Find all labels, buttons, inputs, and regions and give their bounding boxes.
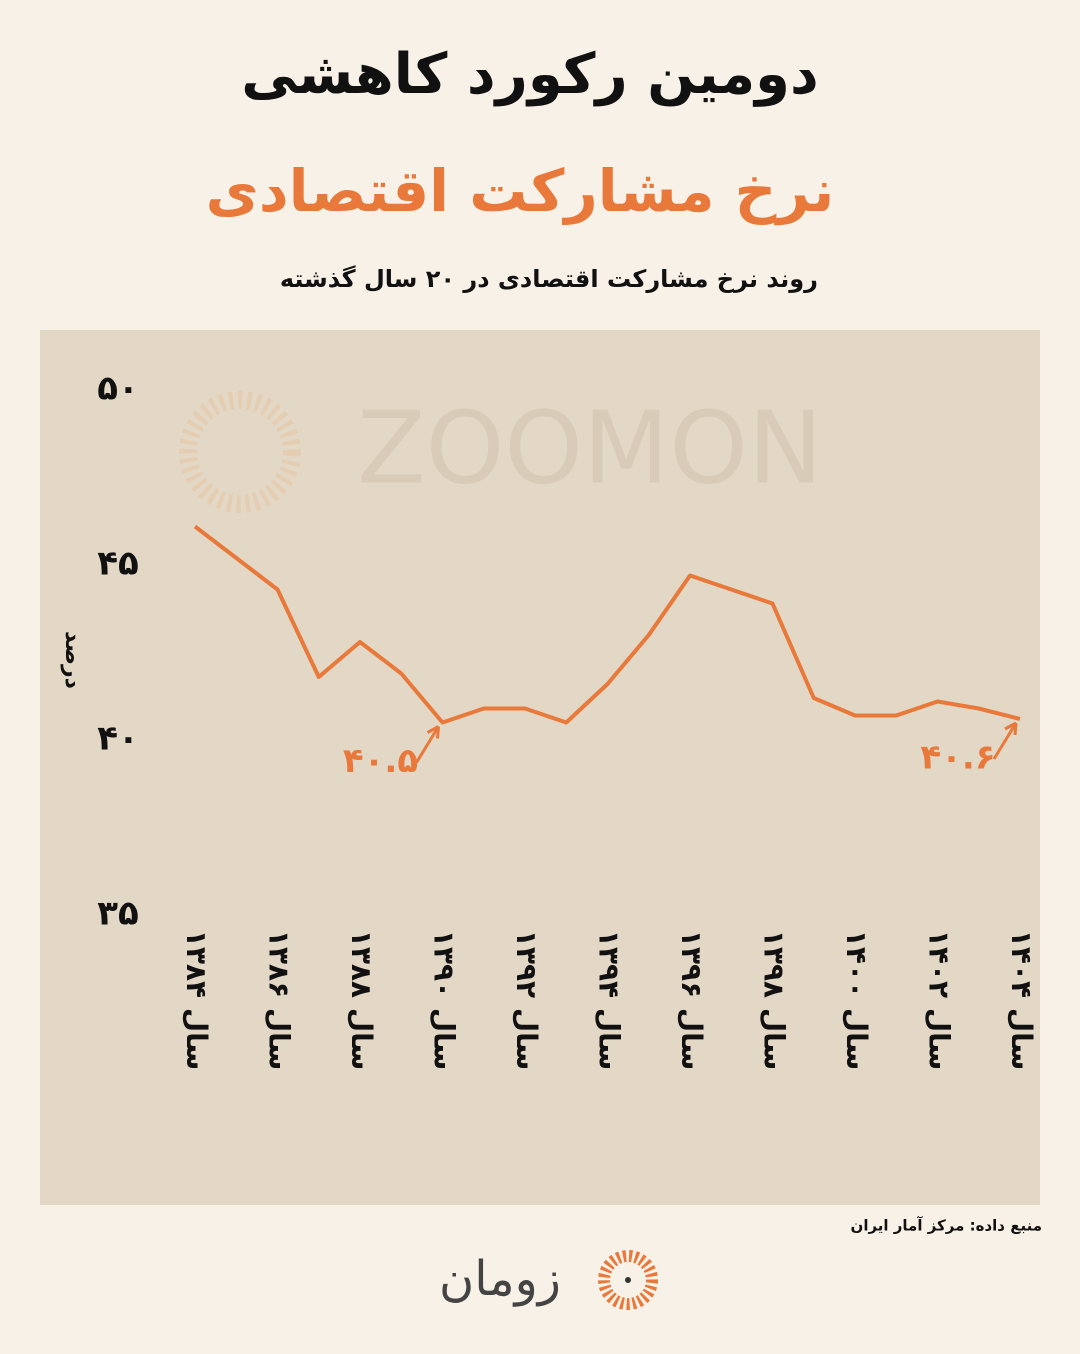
x-tick-label: سال ۱۳۸۸: [345, 930, 378, 1070]
logo-text: زومان: [439, 1251, 561, 1307]
y-tick-label: ۴۵: [97, 544, 139, 584]
y-axis-label: درصد: [60, 631, 85, 689]
watermark-icon: [179, 391, 301, 513]
annotation-arrow: [992, 721, 1018, 760]
data-line: [193, 524, 1021, 725]
x-tick-label: سال ۱۳۸۶: [263, 930, 296, 1070]
logo-icon: [598, 1250, 658, 1310]
annotation-arrow: [415, 725, 440, 764]
x-tick-label: سال ۱۳۹۸: [758, 930, 791, 1070]
x-tick-label: سال ۱۳۹۲: [510, 930, 543, 1070]
plot-area: [40, 330, 1040, 1205]
x-tick-label: سال ۱۳۹۰: [428, 930, 461, 1070]
subtitle: نرخ مشارکت اقتصادی: [206, 157, 835, 226]
x-tick-label: سال ۱۳۸۴: [180, 930, 213, 1070]
source: منبع داده: مرکز آمار ایران: [851, 1217, 1042, 1235]
x-tick-label: سال ۱۴۰۰: [840, 930, 873, 1070]
title: دومین رکورد کاهشی: [241, 42, 818, 107]
y-tick-label: ۴۰: [97, 719, 139, 759]
y-tick-label: ۵۰: [97, 369, 139, 409]
x-tick-label: سال ۱۳۹۴: [593, 930, 626, 1070]
description: روند نرخ مشارکت اقتصادی در ۲۰ سال گذشته: [280, 265, 818, 293]
watermark: ZOOMON: [357, 389, 823, 506]
y-tick-label: ۳۵: [97, 894, 139, 934]
value-label: ۴۰.۵: [343, 741, 418, 781]
x-tick-label: سال ۱۴۰۲: [923, 930, 956, 1070]
x-tick-label: سال ۱۳۹۶: [675, 930, 708, 1070]
value-label: ۴۰.۶: [920, 738, 995, 778]
x-tick-label: سال ۱۴۰۴: [1005, 930, 1038, 1070]
